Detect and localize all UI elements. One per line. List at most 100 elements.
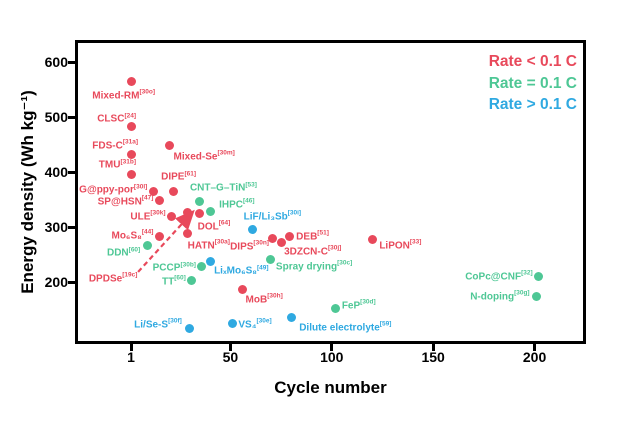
- data-point: [165, 140, 175, 150]
- y-tick-label: 200: [44, 274, 68, 291]
- point-ref: [30i]: [287, 209, 302, 217]
- data-point: [268, 233, 278, 243]
- point-ref: [30b]: [180, 261, 196, 269]
- point-ref: [30l]: [133, 183, 148, 191]
- point-label: DOL[64]: [197, 219, 231, 233]
- point-ref: [30k]: [150, 209, 166, 217]
- data-point: [534, 272, 544, 282]
- point-ref: [30c]: [337, 259, 353, 267]
- data-point: [169, 186, 179, 196]
- point-label: 3DZCN-C[30j]: [284, 244, 342, 258]
- data-point: [248, 225, 258, 234]
- point-ref: [61]: [184, 170, 197, 178]
- x-tick-label: 200: [522, 349, 547, 365]
- point-label: LiF/Li₃Sb[30i]: [243, 209, 302, 222]
- y-axis-title: Energy density (Wh kg⁻¹): [18, 90, 37, 294]
- data-point: [284, 232, 294, 242]
- point-ref: [32]: [521, 269, 533, 277]
- point-label: Dilute electrolyte[59]: [299, 320, 392, 334]
- point-ref: [53]: [245, 181, 257, 189]
- data-point: [195, 209, 205, 219]
- point-label: LiₓMo₆S₈[49]: [214, 264, 269, 277]
- y-tick-label: 300: [44, 219, 68, 236]
- point-label: Mo₆S₈[44]: [111, 228, 154, 242]
- point-ref: [49]: [256, 264, 269, 272]
- point-ref: [30o]: [139, 88, 155, 96]
- y-tick-mark: [68, 170, 76, 174]
- point-label: PCCP[30b]: [152, 261, 196, 274]
- data-point: [126, 169, 136, 179]
- point-label: TMU[31b]: [98, 158, 136, 171]
- data-point: [276, 238, 286, 248]
- point-label: SP@HSN[47]: [97, 194, 154, 208]
- point-label: CNT–G–TiN[53]: [189, 181, 257, 194]
- point-ref: [33]: [409, 238, 422, 246]
- data-point: [197, 261, 207, 271]
- point-ref: [19c]: [122, 271, 138, 279]
- y-tick-mark: [68, 60, 76, 64]
- point-ref: [47]: [141, 194, 154, 202]
- data-point: [367, 235, 377, 245]
- point-ref: [46]: [242, 197, 255, 205]
- point-label: DIPS[30n]: [230, 239, 269, 253]
- data-point: [142, 240, 152, 250]
- point-ref: [60]: [128, 246, 141, 254]
- legend: Rate < 0.1 C Rate = 0.1 C Rate > 0.1 C: [489, 51, 577, 116]
- data-point: [185, 323, 195, 333]
- point-ref: [30h]: [267, 292, 283, 300]
- point-ref: [59]: [379, 320, 392, 328]
- x-tick-label: 50: [222, 349, 239, 365]
- point-ref: [30m]: [217, 149, 235, 157]
- point-label: CLSC[24]: [97, 112, 136, 125]
- x-tick-mark: [228, 343, 232, 351]
- data-point: [183, 229, 193, 239]
- point-label: DIPE[61]: [161, 170, 197, 183]
- plot-area: [75, 40, 586, 344]
- legend-item: Rate > 0.1 C: [488, 96, 577, 113]
- point-label: G@ppy-por[30l]: [79, 183, 148, 196]
- y-tick-mark: [68, 280, 76, 284]
- data-point: [331, 304, 341, 314]
- y-tick-label: 500: [44, 109, 68, 126]
- data-point: [205, 207, 215, 217]
- point-label: TT[60]: [162, 274, 186, 288]
- point-ref: [24]: [124, 112, 136, 120]
- point-ref: [30j]: [327, 244, 342, 252]
- point-label: Spray drying[30c]: [275, 259, 353, 273]
- point-label: Mixed-Se[30m]: [173, 149, 235, 163]
- x-tick-label: 1: [127, 349, 135, 365]
- point-label: FeP[30d]: [341, 298, 376, 312]
- data-point: [126, 76, 136, 86]
- data-point: [286, 313, 296, 323]
- point-label: ULE[30k]: [130, 209, 166, 223]
- data-point: [148, 186, 158, 196]
- point-label: DPDSe[19c]: [88, 271, 138, 285]
- point-ref: [44]: [141, 228, 154, 236]
- point-label: CoPc@CNF[32]: [465, 269, 533, 283]
- point-ref: [31a]: [122, 138, 138, 146]
- y-tick-mark: [68, 225, 76, 229]
- x-tick-label: 150: [421, 349, 445, 365]
- data-point: [205, 256, 215, 266]
- x-tick-label: 100: [320, 349, 344, 365]
- data-point: [227, 319, 237, 329]
- data-point: [183, 207, 193, 217]
- point-ref: [30e]: [256, 317, 272, 325]
- data-point: [266, 255, 276, 265]
- data-point: [167, 211, 177, 221]
- point-label: N-doping[30g]: [470, 289, 530, 303]
- point-label: Mixed-RM[30o]: [92, 88, 155, 102]
- y-tick-label: 600: [44, 54, 68, 70]
- data-point: [195, 196, 205, 206]
- x-tick-mark: [431, 343, 435, 351]
- point-label: VS₄[30e]: [238, 317, 272, 331]
- data-point: [154, 196, 164, 206]
- point-label: Li/Se-S[30f]: [134, 317, 182, 331]
- y-tick-mark: [68, 115, 76, 119]
- point-ref: [30g]: [514, 289, 530, 297]
- y-tick-label: 400: [44, 164, 68, 181]
- data-point: [126, 150, 136, 160]
- point-label: LiPON[33]: [379, 238, 422, 252]
- point-ref: [51]: [317, 229, 329, 237]
- point-label: IHPC[46]: [219, 197, 255, 211]
